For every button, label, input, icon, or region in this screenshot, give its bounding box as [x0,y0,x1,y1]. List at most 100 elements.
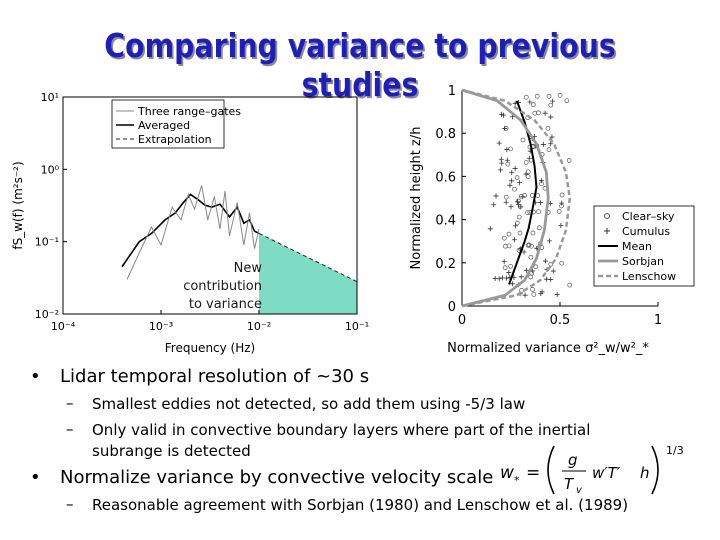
clear-sky-marker [503,194,509,200]
clear-sky-marker [564,98,570,104]
clear-sky-marker [516,198,521,204]
clear-sky-marker [520,137,526,143]
clear-sky-marker [501,235,507,241]
clear-sky-marker [530,230,536,236]
clear-sky-marker [525,174,531,179]
clear-sky-marker [536,209,541,215]
clear-sky-marker [530,287,535,292]
clear-sky-marker [528,254,534,260]
annotation-new-contribution: contribution [183,279,262,294]
clear-sky-marker [556,209,562,214]
cumulus-marker [496,140,502,146]
cumulus-marker [508,204,514,210]
cumulus-marker [503,199,509,205]
cumulus-marker [549,134,555,140]
clear-sky-marker [531,292,537,297]
clear-sky-marker [514,220,520,226]
cumulus-marker [512,223,518,229]
sub-bullet-agreement: Reasonable agreement with Sorbjan (1980)… [92,496,629,514]
cumulus-marker [502,125,508,131]
legend-label: Sorbjan [622,255,664,268]
y-tick-label: 0.4 [435,214,456,229]
sub-dash-3: – [66,495,74,513]
series-line-lenschow [461,88,572,308]
clear-sky-marker [559,260,565,266]
clear-sky-marker [545,125,551,131]
x-tick-label: 0.5 [550,313,571,328]
y-tick-label: 0 [448,300,456,315]
clear-sky-marker [546,147,552,153]
x-tick-label: 10⁻² [247,320,271,333]
clear-sky-marker [505,161,511,167]
clear-sky-marker [514,175,520,180]
clear-sky-marker [506,231,512,237]
cumulus-marker [493,193,499,199]
clear-sky-marker [516,214,522,220]
x-axis-label: Normalized variance σ²_w/w²_* [447,341,649,356]
formula-lhs: w [500,463,514,483]
sub-bullet-convective-line1: Only valid in convective boundary layers… [92,421,591,439]
y-tick-label: 10¹ [41,91,59,104]
cumulus-marker [499,160,505,166]
legend-label: Averaged [138,119,190,132]
cumulus-marker [542,110,548,116]
legend-label: Three range–gates [137,105,241,118]
clear-sky-marker [506,243,512,249]
clear-sky-marker [512,186,517,192]
clear-sky-marker [523,94,529,100]
cumulus-marker [543,258,549,264]
cumulus-marker [521,249,527,255]
cumulus-marker [522,292,528,298]
clear-sky-marker [559,203,564,209]
series-line-mean [508,100,538,285]
cumulus-marker [509,281,515,287]
sub-bullet-smallest-eddies: Smallest eddies not detected, so add the… [92,395,526,413]
cumulus-marker [539,289,545,295]
clear-sky-marker [546,93,552,99]
series-line-three-range-gates [126,185,260,280]
clear-sky-marker [517,230,523,236]
bullet-lidar-resolution: Lidar temporal resolution of ~30 s [60,366,370,387]
clear-sky-marker [528,274,534,280]
y-tick-label: 1 [448,84,456,99]
clear-sky-marker [525,243,531,248]
cumulus-marker [517,204,523,210]
cumulus-marker [527,99,533,105]
y-axis-label: Normalized height z/h [409,127,424,270]
cumulus-marker [492,276,498,282]
clear-sky-marker [530,102,536,107]
clear-sky-marker [533,264,539,270]
x-axis-label: Frequency (Hz) [165,341,256,355]
sub-dash-2: – [66,420,74,438]
cumulus-marker [504,147,510,153]
new-contribution-fill [259,233,357,314]
cumulus-marker [558,223,564,229]
cumulus-marker [554,291,560,297]
clear-sky-marker [529,243,534,249]
legend-swatch [604,213,610,219]
cumulus-marker [512,237,518,243]
spectrum-legend-box [111,99,225,149]
annotation-new-contribution: to variance [189,297,262,312]
sub-bullet-convective-line2: subrange is detected [92,442,251,460]
legend-label: Clear–sky [622,210,675,223]
clear-sky-marker [508,146,513,152]
cumulus-marker [507,182,513,188]
cumulus-marker [497,167,503,173]
formula-h: h [640,464,650,482]
clear-sky-marker [557,93,563,98]
clear-sky-marker [529,193,535,198]
y-tick-label: 0.8 [435,127,456,142]
y-tick-label: 10⁻¹ [35,236,59,249]
cumulus-marker [501,259,507,265]
y-tick-label: 10⁰ [41,163,60,176]
clear-sky-marker [566,158,572,163]
bullet-marker-1: • [30,366,41,387]
series-line-averaged [121,193,260,268]
cumulus-marker [559,200,565,206]
cumulus-marker [499,275,505,281]
cumulus-marker [524,267,530,273]
formula-T: T [564,475,575,493]
clear-sky-marker [502,265,508,271]
cumulus-marker [544,276,550,282]
